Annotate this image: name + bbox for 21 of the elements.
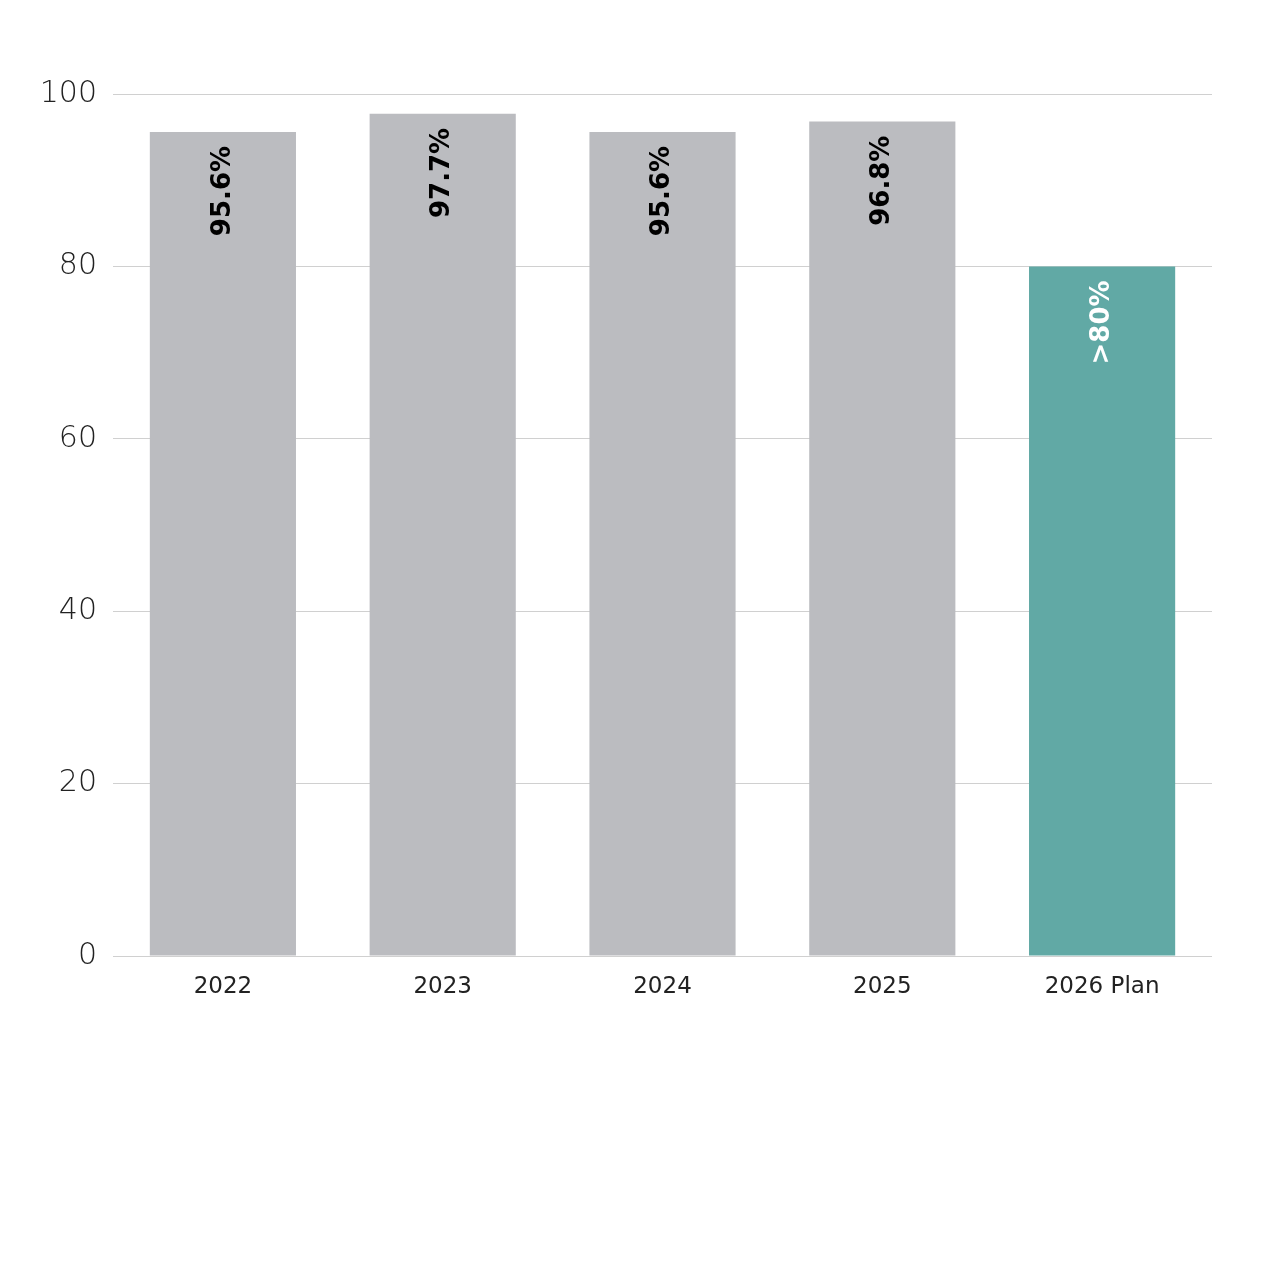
bar <box>369 113 516 956</box>
bar <box>1029 266 1176 956</box>
y-tick-label: 100 <box>39 73 97 109</box>
y-tick-label: 0 <box>77 935 97 971</box>
x-tick-label: 2022 <box>193 971 253 998</box>
x-tick-label: 2023 <box>413 971 472 998</box>
y-tick-label: 40 <box>58 591 97 626</box>
x-tick-label: 2024 <box>633 971 692 998</box>
bar <box>149 131 296 956</box>
y-tick-label: 60 <box>58 418 97 454</box>
bar <box>809 121 956 956</box>
bar <box>589 131 736 956</box>
x-tick-label: 2026 Plan <box>1044 971 1160 998</box>
data-label: 97.7% <box>425 127 456 219</box>
y-tick-label: 20 <box>58 763 97 799</box>
data-label: >80% <box>1084 280 1115 365</box>
y-tick-label: 80 <box>58 246 97 282</box>
data-label: 96.8% <box>865 135 896 226</box>
data-label: 95.6% <box>645 145 676 237</box>
x-tick-label: 2025 <box>853 971 912 998</box>
data-label: 95.6% <box>205 145 236 237</box>
